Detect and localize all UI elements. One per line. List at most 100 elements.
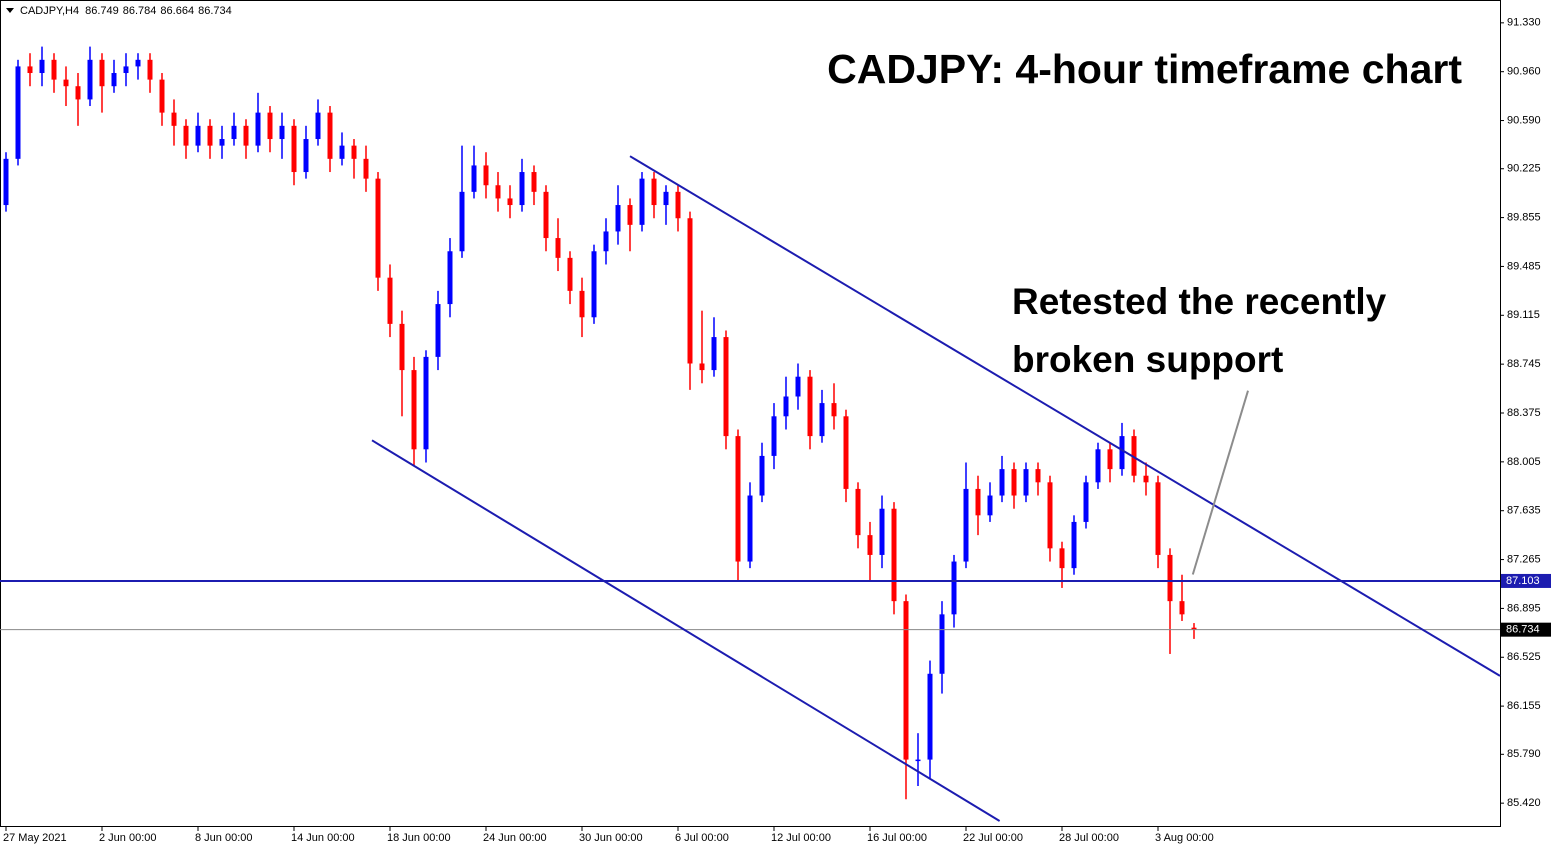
last-price-box	[1501, 622, 1551, 637]
candle-body	[75, 86, 81, 100]
x-tick-label: 24 Jun 00:00	[483, 832, 547, 844]
header: CADJPY,H4 86.749 86.784 86.664 86.734	[20, 5, 232, 17]
candle-body	[243, 125, 249, 146]
y-tick-label: 86.895	[1507, 602, 1541, 614]
candle-body	[711, 337, 717, 371]
annotation: broken support	[1012, 339, 1283, 380]
y-tick-label: 87.265	[1507, 553, 1541, 565]
pointer-line	[1191, 390, 1249, 575]
candle-body	[399, 323, 405, 371]
candle-body	[63, 79, 69, 87]
candle-body	[99, 59, 105, 87]
close: 86.734	[198, 5, 232, 17]
level-box	[1501, 573, 1551, 588]
candle-body	[51, 59, 57, 80]
candle-body	[123, 66, 129, 74]
candle-body	[351, 145, 357, 159]
annotation: Retested the recently	[1012, 281, 1387, 322]
y-tick-label: 89.485	[1507, 260, 1541, 272]
x-tick-label: 8 Jun 00:00	[195, 832, 253, 844]
candle-body	[639, 178, 645, 225]
candle-body	[1071, 521, 1077, 569]
candle-body	[387, 277, 393, 324]
x-tick-label: 2 Jun 00:00	[99, 832, 157, 844]
candle-body	[771, 416, 777, 456]
candle-body	[579, 290, 585, 318]
level-label: 87.103	[1506, 575, 1540, 587]
candle-body	[363, 158, 369, 179]
menu-arrow[interactable]	[6, 8, 14, 13]
candle-body	[195, 125, 201, 146]
candle-body	[1143, 475, 1149, 483]
candle-body	[471, 165, 477, 192]
candle-body	[291, 125, 297, 173]
candle-body	[999, 469, 1005, 496]
candle-body	[315, 112, 321, 140]
candle-body	[87, 59, 93, 100]
low: 86.664	[160, 5, 194, 17]
candle-body	[831, 403, 837, 417]
candle-body	[819, 403, 825, 437]
candle-body	[735, 436, 741, 562]
candle-body	[39, 59, 45, 74]
x-tick-label: 14 Jun 00:00	[291, 832, 355, 844]
candle-body	[1155, 482, 1161, 555]
x-tick-label: 28 Jul 00:00	[1059, 832, 1119, 844]
high: 86.784	[123, 5, 157, 17]
candle-body	[159, 79, 165, 113]
symbol: CADJPY,H4	[20, 5, 79, 17]
x-tick-label: 12 Jul 00:00	[771, 832, 831, 844]
candle-body	[1011, 469, 1017, 496]
x-tick-label: 18 Jun 00:00	[387, 832, 451, 844]
candle-body	[423, 356, 429, 450]
candle-body	[1083, 482, 1089, 522]
candle-body	[531, 172, 537, 192]
candle-body	[435, 304, 441, 357]
candle-body	[483, 165, 489, 186]
x-tick-label: 22 Jul 00:00	[963, 832, 1023, 844]
candle-body	[27, 66, 33, 74]
candle-body	[1107, 449, 1113, 470]
x-tick-label: 30 Jun 00:00	[579, 832, 643, 844]
candle-body	[867, 535, 873, 555]
candle-body	[411, 370, 417, 450]
candle-body	[627, 205, 633, 225]
candle-body	[987, 495, 993, 516]
candle-body	[1179, 601, 1185, 615]
y-tick-label: 86.525	[1507, 651, 1541, 663]
candle-body	[975, 488, 981, 516]
candle-body	[255, 112, 261, 146]
candle-body	[603, 231, 609, 252]
y-tick-label: 87.635	[1507, 505, 1541, 517]
candle-body	[3, 158, 9, 206]
candle-body	[927, 673, 933, 760]
candle-body	[687, 218, 693, 364]
y-tick-label: 90.960	[1507, 66, 1541, 78]
candle-body	[1047, 482, 1053, 549]
candle-body	[375, 178, 381, 278]
y-tick-label: 91.330	[1507, 17, 1541, 29]
candle-body	[459, 191, 465, 252]
candle-body	[591, 251, 597, 318]
candle-body	[447, 251, 453, 305]
candle-body	[1035, 469, 1041, 483]
candle-body	[747, 495, 753, 562]
candle-body	[207, 125, 213, 146]
trendline	[629, 155, 1501, 677]
candle-body	[1059, 548, 1065, 569]
y-tick-label: 89.115	[1507, 309, 1540, 321]
candle-body	[339, 145, 345, 159]
candle-body	[807, 376, 813, 437]
candle-body	[879, 508, 885, 555]
y-tick-label: 85.420	[1507, 797, 1541, 809]
x-tick-label: 3 Aug 00:00	[1155, 832, 1214, 844]
candle-body	[723, 337, 729, 437]
last-price-label: 86.734	[1506, 624, 1540, 636]
candle-body	[327, 112, 333, 159]
y-tick-label: 85.790	[1507, 748, 1541, 760]
y-tick-label: 89.855	[1507, 211, 1541, 223]
candle-body	[1131, 436, 1137, 476]
candle-body	[759, 455, 765, 496]
